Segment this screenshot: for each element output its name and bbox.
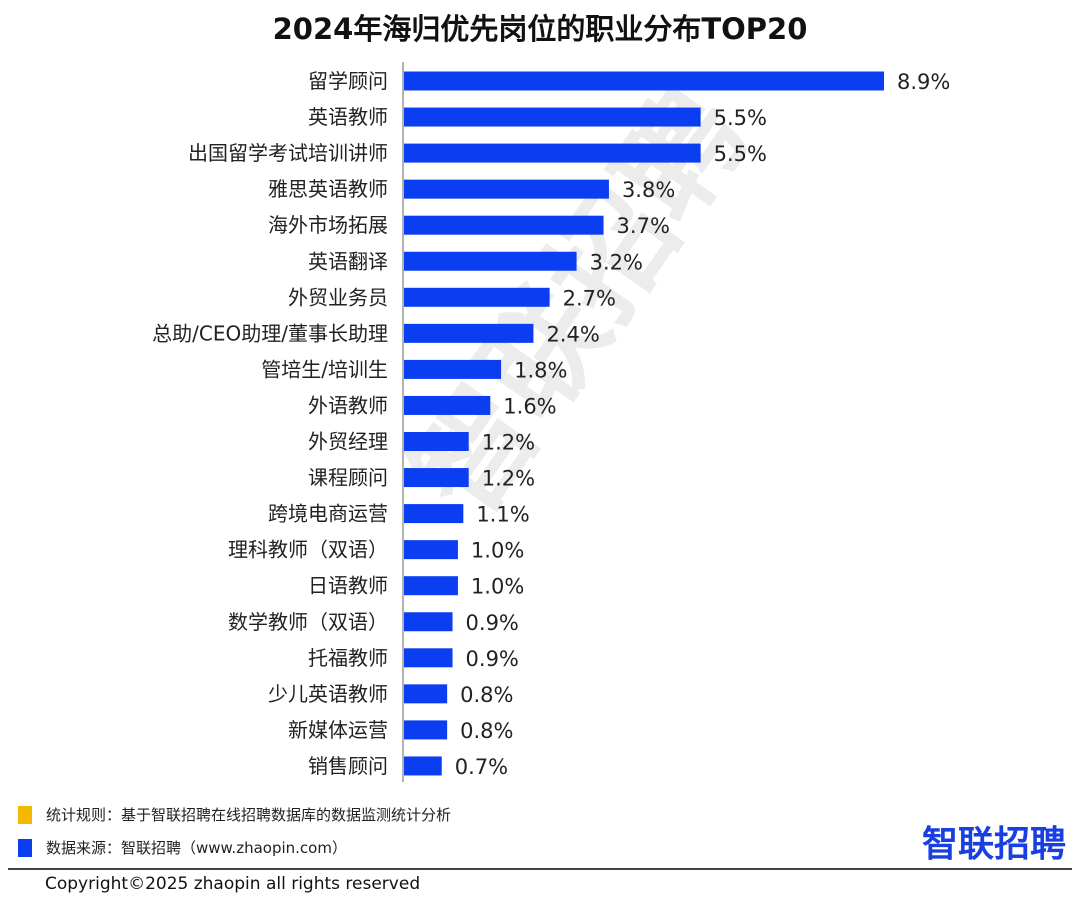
category-label: 总助/CEO助理/董事长助理	[152, 321, 388, 345]
value-label: 1.2%	[482, 431, 535, 455]
value-label: 3.8%	[622, 178, 675, 202]
legend-swatch-yellow	[18, 805, 32, 824]
bar	[404, 648, 453, 668]
value-label: 1.1%	[476, 503, 529, 527]
category-label: 外贸经理	[308, 430, 388, 454]
bar	[404, 251, 577, 271]
category-label: 课程顾问	[308, 466, 388, 490]
value-label: 1.0%	[471, 575, 524, 599]
bar	[404, 71, 884, 91]
bar	[404, 504, 464, 524]
bar	[404, 395, 491, 415]
category-label: 理科教师（双语）	[228, 538, 388, 562]
bar	[404, 576, 458, 596]
bar	[404, 540, 458, 560]
value-label: 0.8%	[460, 683, 513, 707]
category-label: 数学教师（双语）	[228, 610, 388, 634]
category-label: 新媒体运营	[288, 718, 388, 742]
bar	[404, 323, 534, 343]
value-label: 8.9%	[897, 70, 950, 94]
category-label: 外贸业务员	[288, 285, 388, 309]
divider	[8, 868, 1072, 870]
value-label: 0.7%	[455, 755, 508, 779]
category-label: 出国留学考试培训讲师	[188, 141, 388, 165]
legend-text: 数据来源：智联招聘（www.zhaopin.com）	[46, 839, 347, 857]
legend-text: 统计规则：基于智联招聘在线招聘数据库的数据监测统计分析	[46, 806, 452, 824]
value-label: 1.0%	[471, 539, 524, 563]
category-label: 管培生/培训生	[261, 357, 388, 381]
bar	[404, 684, 448, 704]
category-label: 少儿英语教师	[268, 682, 388, 706]
bar	[404, 143, 701, 163]
value-label: 0.8%	[460, 719, 513, 743]
value-label: 1.6%	[503, 394, 556, 418]
value-label: 1.8%	[514, 358, 567, 382]
bar	[404, 756, 442, 776]
category-label: 跨境电商运营	[268, 502, 388, 526]
bar	[404, 179, 609, 199]
legend-item-source: 数据来源：智联招聘（www.zhaopin.com）	[18, 837, 347, 858]
category-label: 海外市场拓展	[268, 213, 388, 237]
value-label: 2.7%	[563, 286, 616, 310]
category-label: 托福教师	[308, 646, 388, 670]
bar	[404, 359, 502, 379]
value-label: 1.2%	[482, 467, 535, 491]
category-label: 英语翻译	[308, 249, 388, 273]
bar	[404, 468, 469, 488]
category-label: 销售顾问	[308, 754, 388, 778]
category-label: 留学顾问	[308, 69, 388, 93]
chart-title: 2024年海归优先岗位的职业分布TOP20	[272, 12, 808, 46]
value-label: 2.4%	[546, 322, 599, 346]
value-label: 5.5%	[714, 142, 767, 166]
bar-chart: 留学顾问 8.9% 英语教师 5.5% 出国留学考试培训讲师 5.5% 雅思英语教师 3.8%…	[152, 62, 950, 782]
bar	[404, 432, 469, 451]
bar	[404, 612, 453, 632]
copyright: Copyright©2025 zhaopin all rights reserv…	[45, 874, 421, 894]
category-label: 日语教师	[308, 574, 388, 598]
legend-item-rule: 统计规则：基于智联招聘在线招聘数据库的数据监测统计分析	[18, 804, 451, 825]
category-label: 英语教师	[308, 105, 388, 129]
value-label: 3.7%	[617, 214, 670, 238]
category-label: 外语教师	[308, 393, 388, 417]
bar	[404, 107, 701, 127]
zhaopin-logo: 智联招聘	[921, 824, 1066, 865]
value-label: 0.9%	[466, 647, 519, 671]
legend-swatch-blue	[18, 838, 32, 857]
bar	[404, 720, 448, 740]
value-label: 5.5%	[714, 106, 767, 130]
bar	[404, 215, 604, 235]
category-label: 雅思英语教师	[268, 177, 388, 201]
value-label: 0.9%	[466, 611, 519, 635]
value-label: 3.2%	[590, 250, 643, 274]
bar	[404, 287, 550, 307]
